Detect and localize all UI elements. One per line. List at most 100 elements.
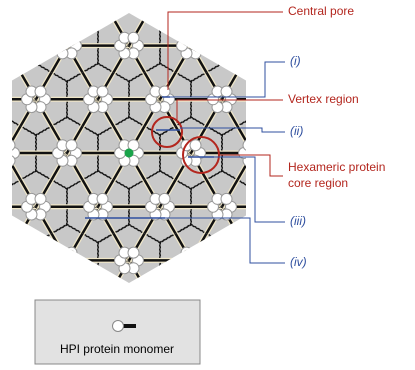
monomer-head <box>350 201 361 212</box>
spoke <box>377 126 393 153</box>
spoke <box>393 99 409 126</box>
spoke-edge <box>253 19 269 46</box>
spoke <box>269 207 285 234</box>
spoke <box>393 180 409 207</box>
monomer-head <box>221 316 232 327</box>
monomer-head <box>252 32 263 43</box>
spoke <box>83 0 99 19</box>
spoke-edge <box>21 314 37 341</box>
cell-outline <box>253 278 315 350</box>
spoke-edge <box>393 314 409 341</box>
spoke-edge <box>98 0 114 19</box>
monomer-head <box>190 140 201 151</box>
spoke-edge <box>408 0 415 19</box>
spoke <box>67 260 83 287</box>
spoke <box>269 314 285 341</box>
spoke-edge <box>377 126 393 153</box>
spoke-edge <box>408 287 415 314</box>
cell-outline <box>284 10 346 82</box>
monomer-head <box>367 247 378 258</box>
monomer-head <box>314 32 325 43</box>
spoke-edge <box>52 19 68 46</box>
spoke <box>21 287 37 314</box>
spoke-edge <box>0 234 5 261</box>
spoke-edge <box>269 72 285 99</box>
spoke <box>0 153 5 180</box>
monomer-head <box>221 301 232 312</box>
monomer-head <box>367 48 378 59</box>
monomer-head <box>305 48 316 59</box>
spoke <box>331 314 347 341</box>
monomer-head <box>57 32 68 43</box>
cell-outline <box>346 117 408 189</box>
label-hexameric: Hexameric protein <box>288 160 385 174</box>
spoke <box>393 207 409 234</box>
spoke-edge <box>300 19 316 46</box>
spoke-edge <box>269 180 285 207</box>
spoke <box>222 0 238 19</box>
cell-outline <box>5 0 67 28</box>
spoke <box>315 260 331 287</box>
spoke-edge <box>284 287 300 314</box>
spoke-edge <box>315 260 331 287</box>
monomer-head <box>283 193 294 204</box>
monomer-head <box>66 247 77 258</box>
spoke <box>393 72 409 99</box>
spoke <box>362 46 378 73</box>
spoke <box>300 19 316 46</box>
monomer-head <box>97 193 108 204</box>
spoke-edge <box>315 46 331 73</box>
monomer-head <box>71 255 82 266</box>
spoke <box>362 126 378 153</box>
label-iv: (iv) <box>290 255 307 269</box>
spoke <box>207 287 223 314</box>
spoke-edge <box>377 19 393 46</box>
monomer-head <box>274 102 285 113</box>
spoke <box>36 0 52 19</box>
spoke-edge <box>315 234 331 261</box>
monomer-head <box>394 309 405 320</box>
spoke-edge <box>346 180 362 207</box>
monomer-head <box>53 40 64 51</box>
monomer-head <box>221 86 232 97</box>
spoke <box>315 234 331 261</box>
monomer-head <box>35 86 46 97</box>
monomer-head <box>4 48 15 59</box>
cell-outline <box>0 63 5 135</box>
monomer-head <box>226 309 237 320</box>
monomer-head <box>4 155 15 166</box>
spoke <box>408 207 415 234</box>
spoke-edge <box>346 314 362 341</box>
cell-outline <box>0 278 5 350</box>
monomer-head <box>221 0 232 5</box>
monomer-head <box>332 309 343 320</box>
monomer-head <box>305 32 316 43</box>
spoke-edge <box>331 207 347 234</box>
spoke <box>5 19 21 46</box>
spoke-edge <box>408 99 415 126</box>
spoke <box>377 260 393 287</box>
spoke <box>191 260 207 287</box>
monomer-head <box>128 247 139 258</box>
monomer-head <box>274 193 285 204</box>
monomer-head <box>57 48 68 59</box>
monomer-head <box>394 94 405 105</box>
monomer-head <box>243 48 254 59</box>
cell-outline <box>222 10 284 82</box>
monomer-head <box>270 309 281 320</box>
monomer-head <box>412 309 415 320</box>
spoke-edge <box>284 314 300 341</box>
cell-outline <box>0 171 5 243</box>
spoke <box>408 287 415 314</box>
monomer-head <box>407 316 415 327</box>
spoke-edge <box>253 126 269 153</box>
spoke <box>346 207 362 234</box>
spoke-edge <box>331 314 347 341</box>
spoke <box>362 260 378 287</box>
spoke-edge <box>238 46 254 73</box>
monomer-head <box>0 263 6 274</box>
monomer-head <box>9 255 20 266</box>
monomer-head <box>381 148 392 159</box>
monomer-head <box>190 32 201 43</box>
monomer-head <box>66 140 77 151</box>
